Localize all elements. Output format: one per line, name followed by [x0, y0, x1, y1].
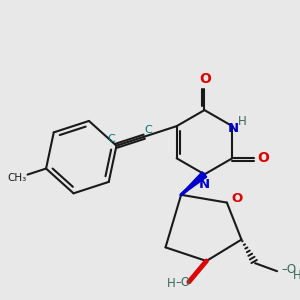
Text: H: H: [238, 115, 246, 128]
Text: O: O: [200, 72, 211, 86]
Text: O: O: [231, 192, 242, 205]
Text: –O: –O: [176, 276, 190, 290]
Text: –O: –O: [281, 263, 296, 276]
Text: O: O: [257, 151, 269, 165]
Text: C: C: [144, 125, 152, 135]
Text: CH₃: CH₃: [8, 173, 27, 183]
Text: H: H: [293, 268, 300, 282]
Text: H: H: [167, 277, 175, 290]
Text: C: C: [108, 134, 116, 144]
Text: N: N: [228, 122, 239, 135]
Text: N: N: [199, 178, 210, 190]
Polygon shape: [181, 172, 207, 195]
